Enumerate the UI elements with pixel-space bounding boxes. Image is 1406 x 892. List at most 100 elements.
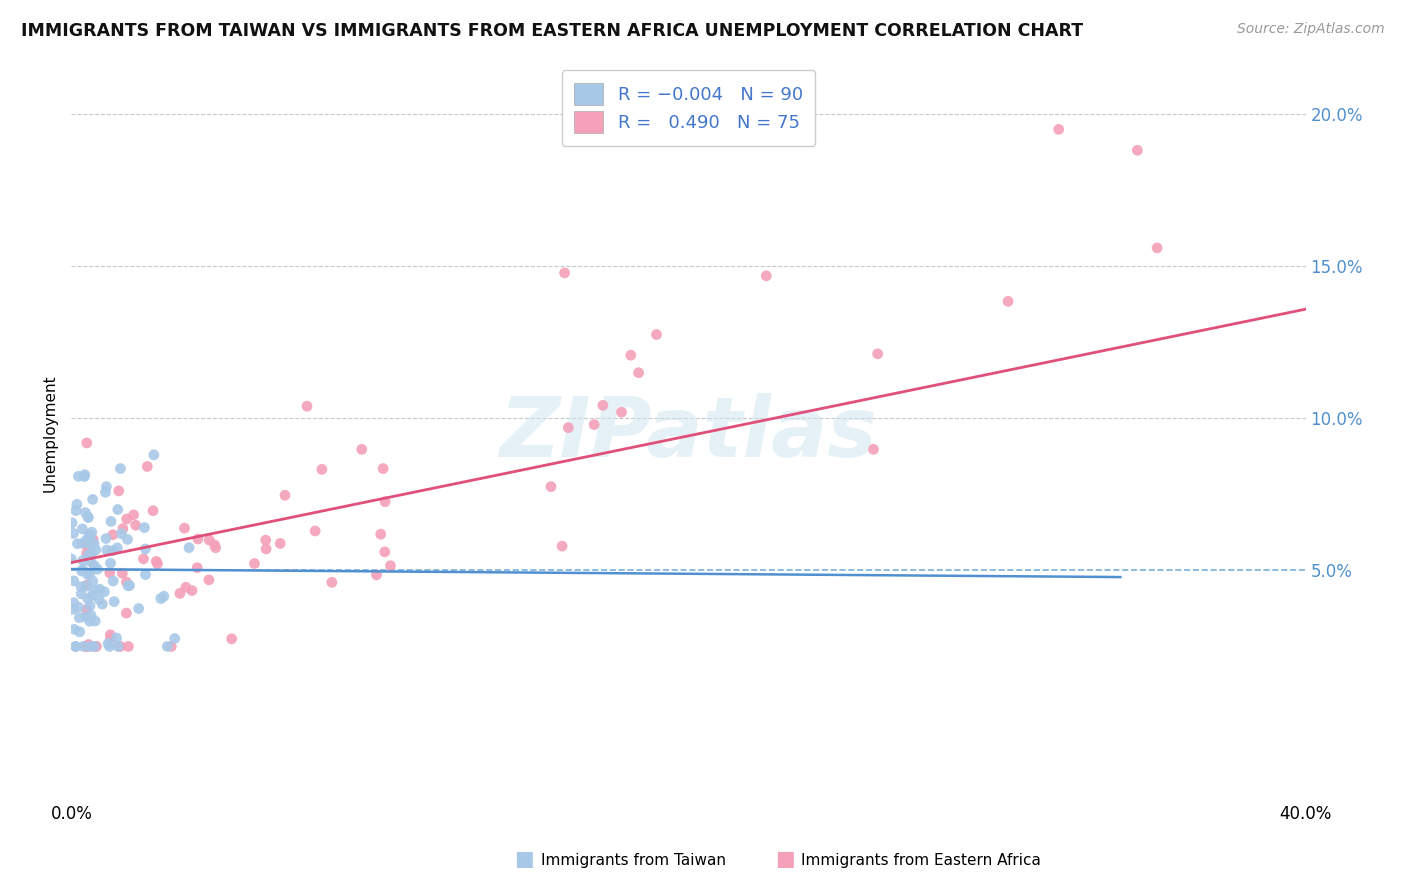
Point: [557, 420, 579, 434]
Point: [77, 527, 100, 541]
Point: [243, 557, 266, 571]
Point: [107, 483, 129, 498]
Point: [866, 347, 889, 361]
Point: [105, 631, 128, 645]
Point: [83, 537, 105, 551]
Point: [110, 461, 132, 475]
Point: [66, 536, 89, 550]
Point: [107, 640, 129, 654]
Point: [75, 579, 97, 593]
Point: [86, 562, 108, 576]
Point: [96, 480, 118, 494]
Point: [84, 542, 107, 557]
Point: [75, 609, 97, 624]
Point: [592, 398, 614, 412]
Point: [371, 461, 394, 475]
Point: [645, 327, 668, 342]
Point: [79, 615, 101, 629]
Point: [73, 467, 96, 482]
Point: [107, 502, 129, 516]
Point: [117, 533, 139, 547]
Point: [82, 492, 104, 507]
Point: [80, 555, 103, 569]
Point: [76, 603, 98, 617]
Point: [72, 640, 94, 654]
Text: Immigrants from Eastern Africa: Immigrants from Eastern Africa: [801, 854, 1042, 868]
Text: Source: ZipAtlas.com: Source: ZipAtlas.com: [1237, 22, 1385, 37]
Point: [173, 521, 195, 535]
Point: [82, 533, 104, 547]
Point: [198, 573, 221, 587]
Point: [136, 459, 159, 474]
Point: [115, 575, 138, 590]
Point: [67, 600, 90, 615]
Text: ZIPatlas: ZIPatlas: [499, 393, 877, 474]
Point: [83, 558, 105, 573]
Point: [62, 596, 84, 610]
Point: [82, 589, 104, 603]
Point: [79, 528, 101, 542]
Point: [862, 442, 884, 457]
Point: [70, 580, 93, 594]
Point: [65, 640, 87, 654]
Point: [115, 606, 138, 620]
Point: [374, 545, 396, 559]
Point: [101, 527, 124, 541]
Point: [198, 533, 221, 547]
Point: [311, 462, 333, 476]
Point: [221, 632, 243, 646]
Point: [83, 583, 105, 598]
Point: [96, 543, 118, 558]
Point: [79, 566, 101, 581]
Point: [122, 508, 145, 522]
Point: [274, 488, 297, 502]
Point: [76, 640, 98, 654]
Point: [254, 541, 277, 556]
Point: [82, 574, 104, 589]
Point: [181, 583, 204, 598]
Point: [75, 506, 97, 520]
Point: [69, 624, 91, 639]
Point: [146, 557, 169, 571]
Point: [89, 582, 111, 596]
Point: [73, 469, 96, 483]
Point: [63, 623, 86, 637]
Point: [76, 578, 98, 592]
Point: [540, 480, 562, 494]
Legend: R = −0.004   N = 90, R =   0.490   N = 75: R = −0.004 N = 90, R = 0.490 N = 75: [561, 70, 815, 146]
Point: [77, 638, 100, 652]
Point: [177, 541, 200, 555]
Point: [70, 587, 93, 601]
Point: [94, 485, 117, 500]
Point: [304, 524, 326, 538]
Point: [91, 597, 114, 611]
Point: [62, 602, 84, 616]
Point: [98, 640, 121, 654]
Point: [67, 611, 90, 625]
Point: [204, 538, 226, 552]
Point: [153, 589, 176, 603]
Point: [86, 640, 108, 654]
Point: [163, 632, 186, 646]
Point: [100, 556, 122, 570]
Point: [80, 547, 103, 561]
Point: [101, 543, 124, 558]
Point: [98, 628, 121, 642]
Point: [110, 526, 132, 541]
Point: [117, 640, 139, 654]
Point: [83, 640, 105, 654]
Point: [101, 574, 124, 588]
Point: [1126, 143, 1149, 157]
Point: [62, 526, 84, 541]
Point: [87, 592, 110, 607]
Point: [169, 586, 191, 600]
Point: [1146, 241, 1168, 255]
Point: [124, 518, 146, 533]
Point: [84, 640, 107, 654]
Point: [65, 640, 87, 654]
Point: [62, 574, 84, 588]
Point: [187, 532, 209, 546]
Point: [204, 541, 226, 555]
Point: [149, 591, 172, 606]
Point: [67, 469, 90, 483]
